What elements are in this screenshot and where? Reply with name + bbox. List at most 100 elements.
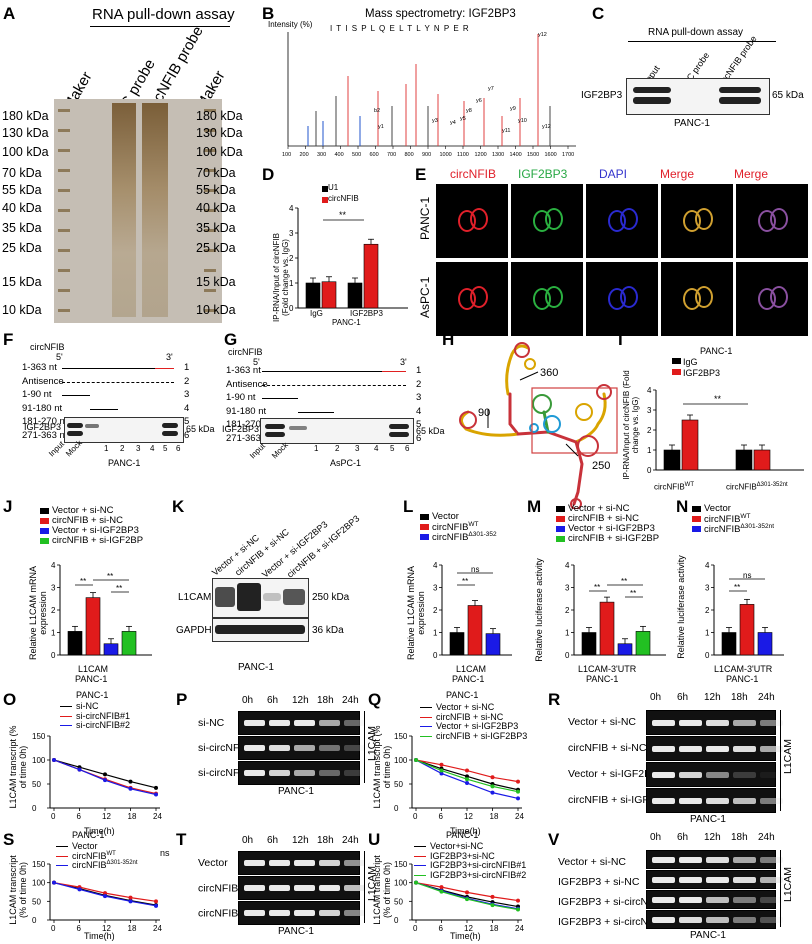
chart-S-point-1-3	[128, 895, 133, 900]
panel-e-col-circnfib: circNFIB	[450, 167, 496, 181]
S-legend-line-0	[56, 846, 68, 847]
panel-label-p: P	[176, 690, 188, 709]
R-gel-band-3-3	[733, 797, 756, 804]
chart-I-bar-0-0	[663, 449, 681, 471]
panel-a-ladder-left-1: 130 kDa	[2, 126, 49, 140]
ms-xtick-label-5: 600	[370, 152, 379, 158]
chart-I-bar-0-1	[681, 419, 699, 471]
chart-s-title: PANC-1	[72, 830, 105, 840]
T-time-2: 12h	[292, 835, 309, 846]
chart-S-ytick-label-3: 150	[32, 860, 46, 869]
V-gel-band-1-4	[760, 876, 783, 883]
F-construct-num-4: 5	[184, 416, 190, 427]
S-legend-line-1	[56, 855, 68, 857]
R-gel-band-0-0	[652, 719, 675, 726]
ms-xtick-label-15: 1600	[545, 152, 557, 158]
chart-I-bar-1-0	[735, 449, 753, 471]
chart-J-bar-0-2	[103, 643, 119, 656]
chart-U-xtick-label-3: 18	[490, 924, 499, 933]
chart-S-point-2-2	[103, 894, 107, 899]
panel-label-f: F	[3, 330, 14, 349]
F-construct-line-3-0	[90, 408, 118, 410]
G-construct-num-5: 6	[416, 432, 422, 444]
L-legend-swatch-2	[420, 534, 429, 540]
chart-D-ytick-label-0: 0	[289, 304, 294, 313]
chart-o-xlabel: Time(h)	[84, 826, 115, 836]
chart-u-ylabel: L1CAM transcript (% of time 0h)	[372, 855, 392, 925]
G-construct-label-0: 1-363 nt	[226, 365, 261, 376]
J-legend-label-2: Vector + si-IGF2BP3	[52, 525, 139, 536]
panel-g-lane-3: 3	[355, 444, 360, 453]
panel-label-o: O	[3, 690, 17, 709]
chart-O-point-2-4	[154, 792, 158, 797]
Q-legend-line-2	[420, 726, 432, 727]
panel-a-ladder-left-7: 25 kDa	[2, 241, 42, 255]
chart-M-sig-2: **	[630, 589, 636, 598]
panel-a-ladder-right-6: 35 kDa	[196, 221, 236, 235]
chart-d-x-igg: IgG	[310, 309, 323, 318]
R-gel-band-3-2	[706, 797, 729, 804]
Q-legend-label-2: Vector + si-IGF2BP3	[436, 721, 519, 731]
panel-h-pos-360: 360	[540, 367, 559, 379]
panel-g-lane-2: 2	[335, 444, 340, 453]
panel-label-d: D	[262, 165, 275, 184]
R-gel-band-0-2	[706, 719, 729, 726]
chart-O-point-0-2	[103, 772, 107, 777]
ms-xtick-label-9: 1000	[440, 152, 452, 158]
chart-i-ylabel: IP-RNA/Input of circNFIB (Fold change vs…	[622, 370, 640, 480]
P-side-bar	[364, 711, 365, 783]
chart-S-point-2-0	[52, 880, 56, 885]
F-construct-line-1	[62, 381, 174, 383]
R-cell: PANC-1	[690, 814, 726, 825]
chart-M-bar-0-1	[599, 601, 615, 656]
chart-L-sig-1: **	[462, 577, 468, 586]
chart-U-point-1-1	[439, 885, 444, 890]
panel-label-e: E	[415, 165, 427, 184]
T-gel-band-0-4	[344, 860, 365, 866]
panel-label-t: T	[176, 830, 187, 849]
V-gel-row-3	[646, 910, 783, 929]
chart-d: 0 1 2 3 4 **	[289, 186, 408, 313]
chart-J-sig-1: **	[107, 572, 113, 581]
R-gel-band-1-2	[706, 745, 729, 752]
O-legend-line-2	[60, 725, 72, 726]
ms-peak-label-0: y12	[538, 32, 547, 38]
chart-J-bar-0-1	[85, 597, 101, 656]
G-construct-line-0-0	[262, 371, 382, 372]
P-gel-band-1-1	[269, 745, 290, 751]
panel-e-col-dapi: DAPI	[599, 167, 628, 181]
P-gel-row-0	[238, 711, 365, 735]
L-legend-swatch-1	[420, 524, 429, 530]
ms-peak-label-7: y8	[466, 108, 472, 114]
F-construct-num-5: 6	[184, 429, 190, 441]
L-legend-sup-2: Δ301-352	[468, 531, 497, 538]
T-cell: PANC-1	[278, 926, 314, 937]
chart-o: 0 50 100 150 0 6 12 18 24	[32, 732, 162, 821]
P-gel-row-1	[238, 736, 365, 760]
panel-g-lane-6: 6	[405, 444, 410, 453]
chart-q-ylabel: L1CAM transcript (% of time 0h)	[372, 725, 392, 809]
chart-O-ytick-label-2: 100	[32, 756, 46, 765]
chart-U-ytick-label-3: 150	[394, 860, 408, 869]
chart-D-bar-1-1	[363, 243, 379, 309]
panel-c-size: 65 kDa	[772, 90, 804, 101]
panel-c-protein: IGF2BP3	[581, 90, 623, 101]
chart-U-point-3-1	[439, 889, 444, 894]
chart-m-ylabel: Relative luciferase activity	[534, 558, 544, 662]
P-time-0: 0h	[242, 695, 254, 706]
R-gel-band-2-1	[679, 771, 702, 778]
chart-Q-xtick-label-2: 12	[464, 812, 473, 821]
micro-image-r1-c3	[661, 262, 733, 336]
R-gel-band-1-1	[679, 745, 702, 752]
panel-e-row-aspc1: AsPC-1	[418, 276, 432, 318]
O-legend-line-0	[60, 706, 72, 707]
V-time-3: 18h	[731, 832, 748, 843]
panel-label-g: G	[224, 330, 238, 349]
P-gel-row-2	[238, 761, 365, 785]
ms-xtick-label-14: 1500	[527, 152, 539, 158]
T-gel-band-2-3	[319, 910, 340, 916]
panel-a-title-rule	[90, 26, 230, 27]
V-gel-band-2-2	[706, 896, 729, 903]
P-cell: PANC-1	[278, 786, 314, 797]
